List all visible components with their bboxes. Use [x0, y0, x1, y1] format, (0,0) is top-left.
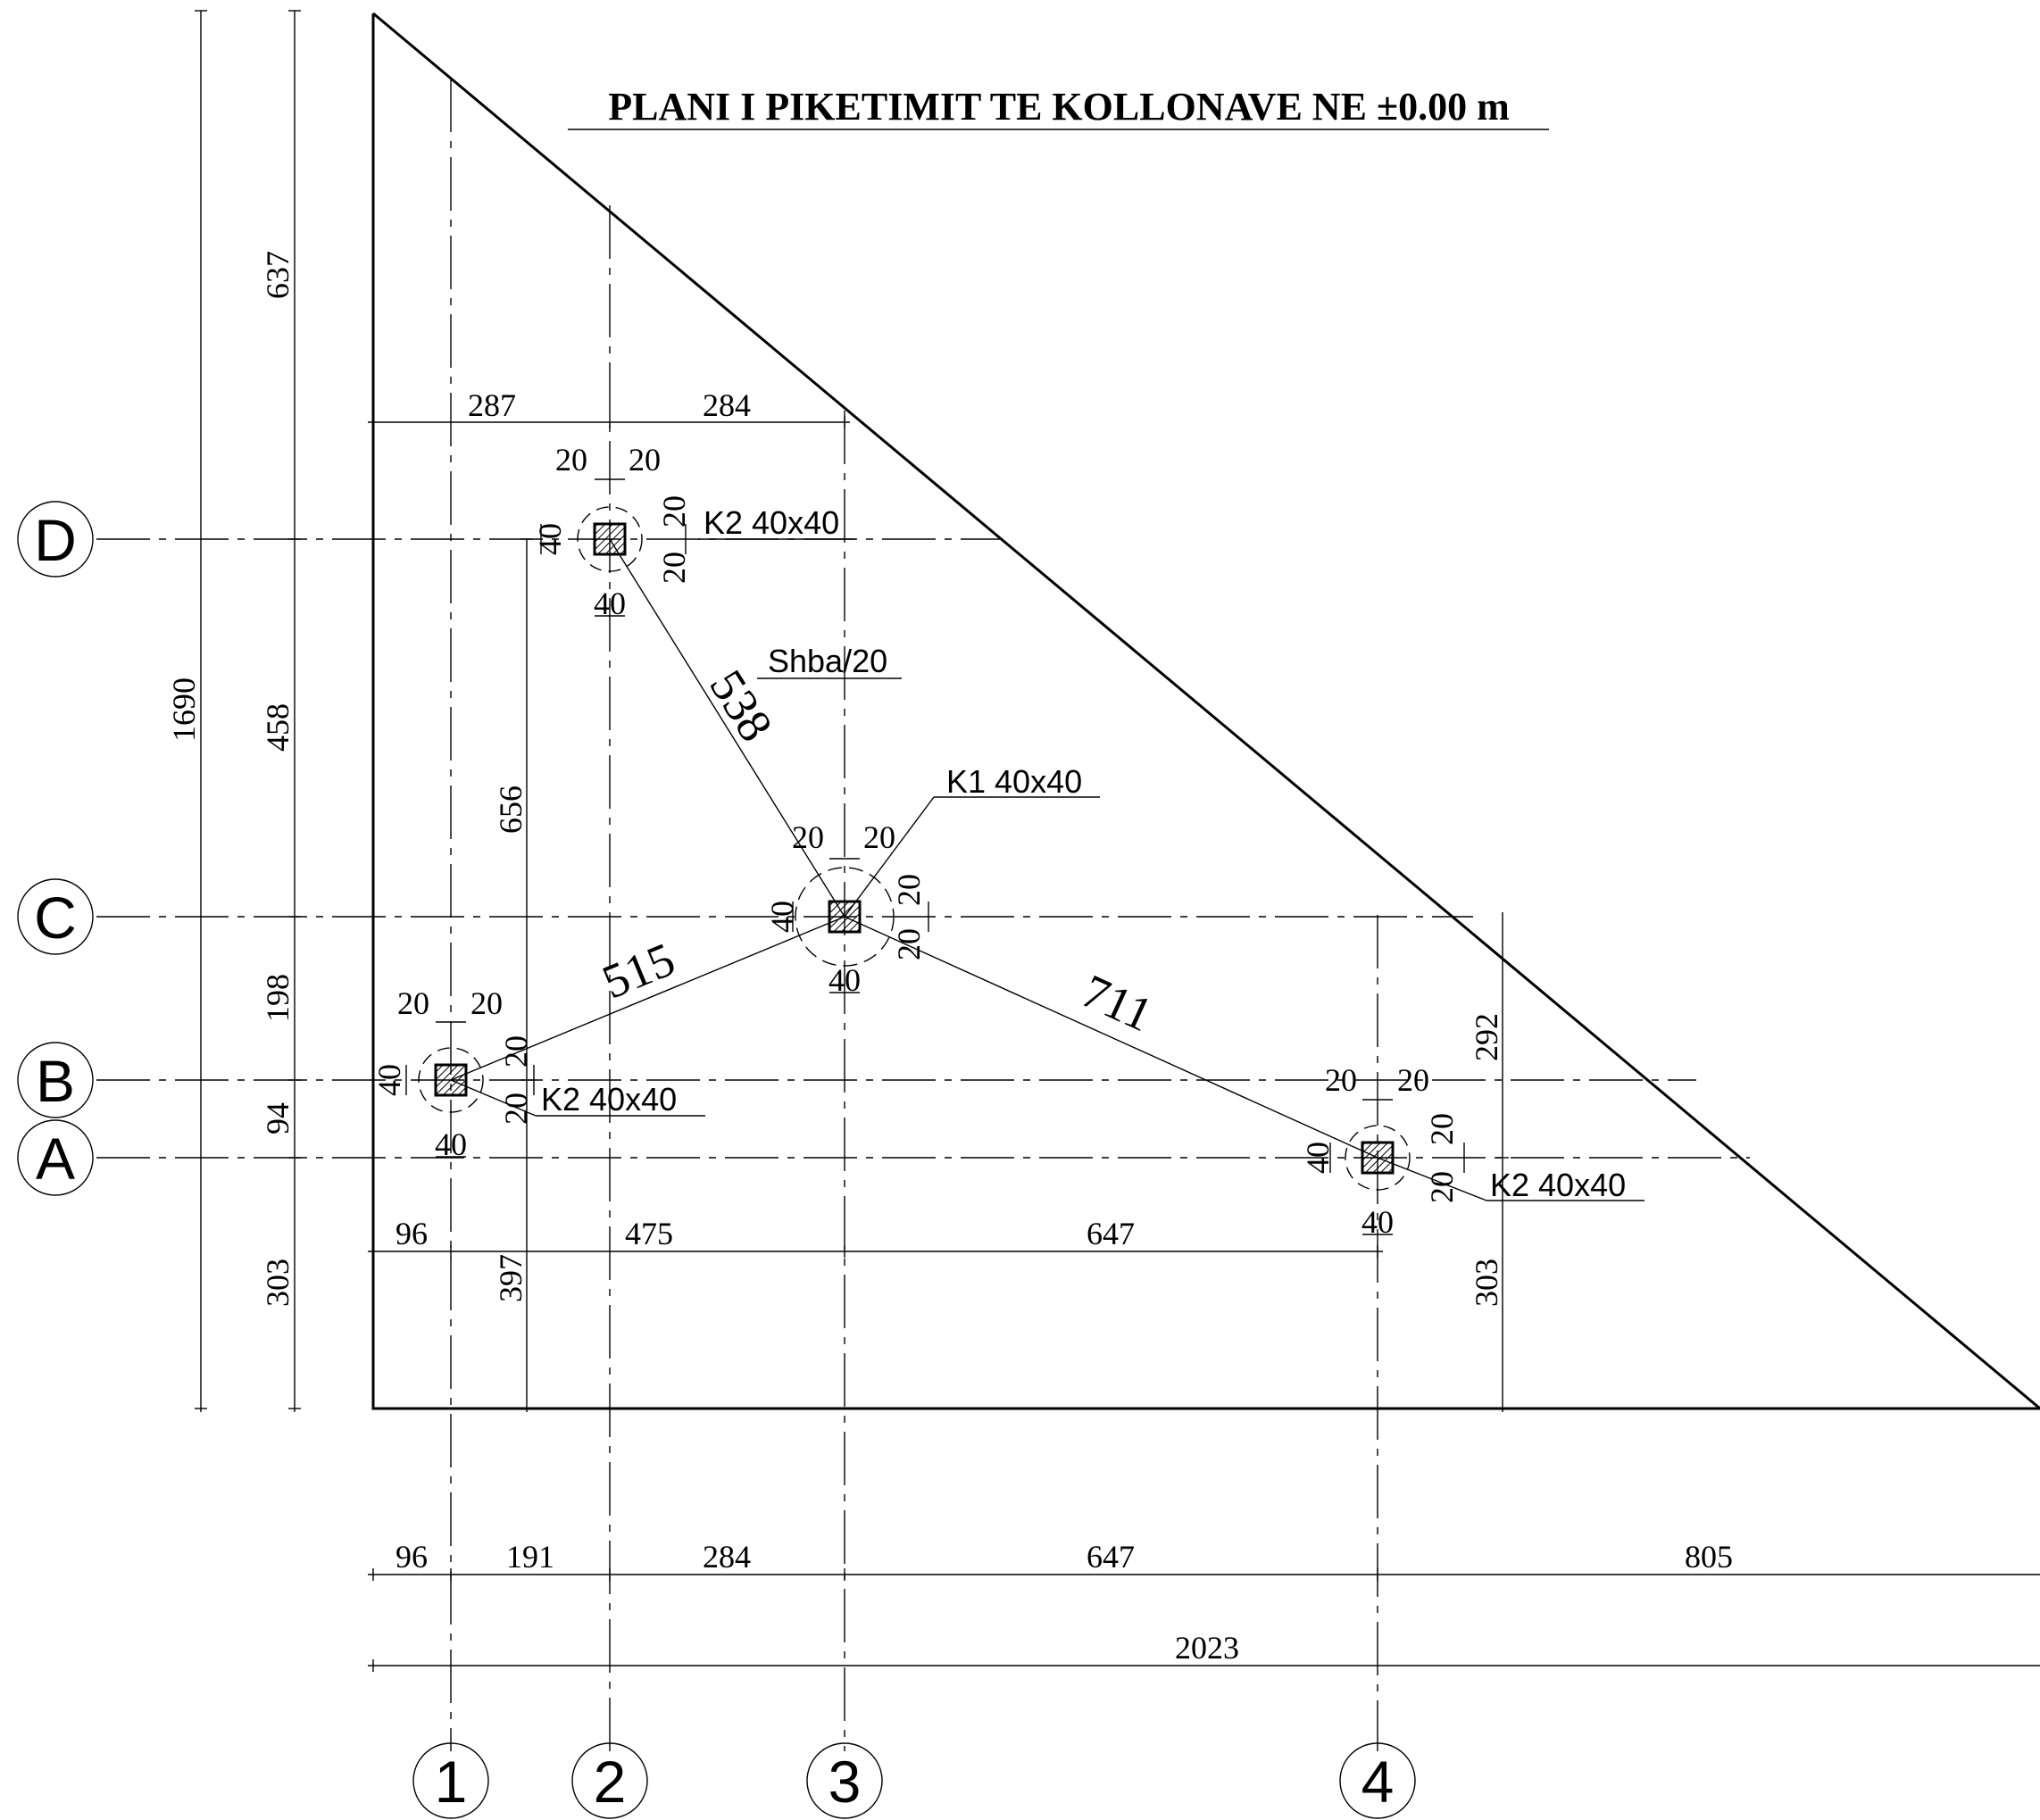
svg-text:303: 303: [260, 1259, 296, 1307]
axis-bubble-c: C: [17, 878, 94, 955]
svg-text:20: 20: [629, 442, 661, 478]
svg-text:198: 198: [260, 974, 296, 1022]
axis-bubble-3: 3: [806, 1742, 883, 1819]
svg-text:20: 20: [792, 819, 824, 855]
svg-text:20: 20: [397, 985, 429, 1021]
svg-text:96: 96: [396, 1216, 428, 1251]
column-k2-a-tag: K2 40x40: [1377, 1157, 1644, 1203]
svg-text:K2 40x40: K2 40x40: [1490, 1167, 1626, 1203]
dim-left-total: 1690: [166, 10, 207, 1412]
svg-text:K1 40x40: K1 40x40: [946, 763, 1082, 800]
axis-bubble-4: 4: [1339, 1742, 1416, 1819]
svg-text:40: 40: [532, 523, 568, 555]
svg-text:1690: 1690: [166, 677, 202, 742]
column-k1-c-tag: K1 40x40: [844, 763, 1100, 918]
svg-text:4: 4: [1361, 1749, 1395, 1815]
building-outline: [371, 12, 2040, 1410]
svg-text:Shba/20: Shba/20: [768, 643, 887, 679]
svg-text:303: 303: [1469, 1259, 1504, 1307]
svg-text:20: 20: [863, 819, 895, 855]
svg-text:397: 397: [493, 1254, 529, 1302]
slab-label: Shba/20: [757, 643, 902, 679]
dim-bottom-total: 2023: [368, 1630, 2040, 1672]
dim-inner-left: 656 397: [493, 538, 533, 1412]
link-538: [609, 538, 845, 918]
svg-text:20: 20: [1325, 1062, 1357, 1098]
svg-text:94: 94: [260, 1102, 296, 1134]
svg-text:A: A: [36, 1126, 75, 1192]
column-k2-a: 20 20 40 40 20 20: [1300, 1062, 1465, 1240]
svg-text:20: 20: [498, 1035, 534, 1068]
svg-text:647: 647: [1087, 1539, 1135, 1575]
svg-text:475: 475: [625, 1216, 673, 1251]
svg-text:K2 40x40: K2 40x40: [704, 504, 839, 541]
svg-text:656: 656: [493, 785, 529, 834]
column-k2-b-tag: K2 40x40: [450, 1079, 705, 1118]
svg-text:805: 805: [1685, 1539, 1733, 1575]
column-k1-c: 20 20 40 40 20 20: [764, 819, 929, 998]
svg-text:20: 20: [1424, 1113, 1460, 1145]
column-k2-b: 20 20 40 40 20 20: [371, 985, 535, 1162]
svg-text:40: 40: [764, 901, 800, 933]
svg-text:40: 40: [828, 962, 861, 998]
svg-text:292: 292: [1469, 1013, 1504, 1061]
svg-text:3: 3: [828, 1749, 862, 1815]
svg-text:20: 20: [891, 874, 927, 906]
svg-text:20: 20: [891, 928, 927, 960]
svg-text:458: 458: [260, 703, 296, 752]
svg-text:2023: 2023: [1175, 1630, 1239, 1666]
dim-middle: 96 475 647: [368, 1216, 1383, 1258]
svg-text:284: 284: [703, 1539, 751, 1575]
column-k2-d: 20 20 40 40 20 20: [532, 442, 692, 621]
svg-text:20: 20: [555, 442, 587, 478]
column-k2-d-tag: K2 40x40: [698, 504, 855, 541]
svg-text:2: 2: [594, 1749, 627, 1815]
axis-bubble-2: 2: [571, 1742, 648, 1819]
svg-text:40: 40: [371, 1064, 407, 1096]
svg-text:40: 40: [1361, 1204, 1394, 1240]
svg-text:C: C: [34, 885, 77, 951]
svg-text:284: 284: [703, 387, 751, 423]
svg-text:20: 20: [1397, 1062, 1429, 1098]
svg-text:637: 637: [260, 251, 296, 299]
svg-text:40: 40: [594, 586, 626, 621]
axis-bubble-a: A: [17, 1119, 94, 1196]
link-711-label: 711: [1074, 964, 1161, 1042]
dim-left-segments: 637 458 198 94 303: [260, 10, 301, 1412]
dim-inner-right: 292 303: [1469, 912, 1509, 1412]
svg-text:647: 647: [1087, 1216, 1135, 1251]
svg-text:B: B: [36, 1048, 75, 1114]
svg-text:20: 20: [470, 985, 503, 1021]
drawing-title: PLANI I PIKETIMIT TE KOLLONAVE NE ±0.00 …: [608, 85, 1509, 129]
axis-bubble-d: D: [17, 501, 94, 578]
axis-bubble-1: 1: [412, 1742, 489, 1819]
link-711: [844, 916, 1378, 1159]
svg-text:96: 96: [396, 1539, 428, 1575]
svg-text:D: D: [34, 507, 77, 573]
svg-text:40: 40: [1300, 1142, 1336, 1174]
axis-bubble-b: B: [17, 1042, 94, 1118]
svg-text:K2 40x40: K2 40x40: [541, 1081, 677, 1118]
dim-bottom-segments: 96 191 284 647 805: [368, 1539, 2040, 1581]
link-515: [450, 916, 845, 1081]
svg-text:20: 20: [656, 495, 692, 528]
link-515-label: 515: [595, 932, 682, 1009]
svg-text:40: 40: [435, 1126, 467, 1162]
svg-text:20: 20: [498, 1093, 534, 1125]
svg-text:287: 287: [468, 387, 516, 423]
svg-text:191: 191: [506, 1539, 554, 1575]
svg-text:1: 1: [435, 1749, 468, 1815]
dim-top: 287 284: [368, 387, 850, 428]
svg-text:20: 20: [1424, 1171, 1460, 1203]
svg-text:20: 20: [656, 552, 692, 584]
